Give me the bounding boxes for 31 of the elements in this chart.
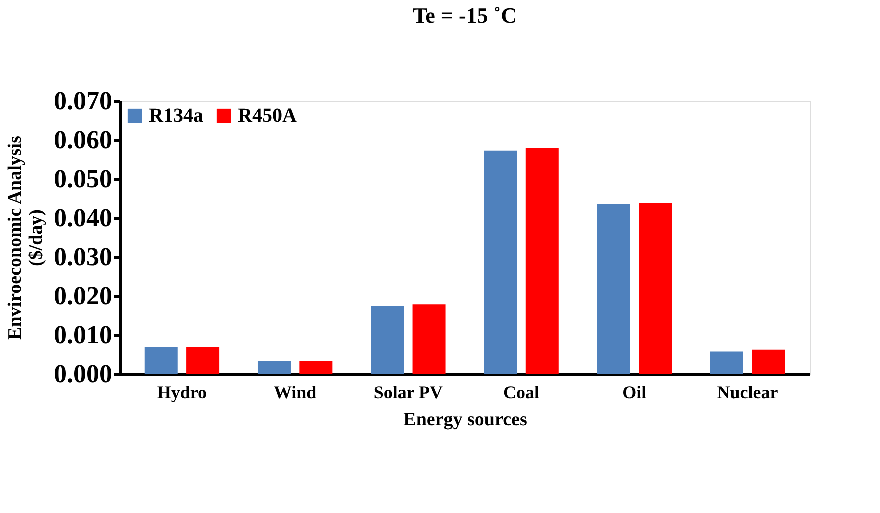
- bar: [412, 304, 446, 374]
- bar: [639, 203, 672, 374]
- bar: [484, 150, 518, 374]
- y-tick-label: 0.000: [54, 360, 112, 388]
- y-tick-label: 0.020: [54, 282, 112, 310]
- x-tick-label: Nuclear: [717, 382, 778, 402]
- x-tick-label: Wind: [274, 382, 317, 402]
- bar: [371, 306, 404, 374]
- y-tick-label: 0.050: [54, 164, 112, 194]
- x-tick-label: Coal: [504, 382, 540, 402]
- y-tick-label: 0.060: [54, 126, 112, 154]
- x-tick-label: Solar PV: [374, 382, 444, 402]
- bar: [186, 347, 220, 374]
- bar: [752, 350, 786, 374]
- legend-label: R134a: [149, 105, 204, 127]
- y-tick-label: 0.040: [54, 204, 112, 232]
- x-tick-label: Oil: [622, 382, 647, 402]
- bar: [300, 361, 333, 374]
- x-tick-label: Hydro: [157, 382, 208, 402]
- y-axis-title: Enviroeconomic Analysis ($/day): [5, 136, 47, 340]
- bar: [144, 347, 178, 374]
- bar: [526, 148, 559, 374]
- y-tick-label: 0.070: [54, 86, 112, 116]
- y-tick-label: 0.030: [54, 242, 112, 272]
- bar: [597, 204, 630, 374]
- bar: [710, 352, 744, 374]
- bar: [258, 361, 291, 374]
- legend-label: R450A: [238, 105, 298, 127]
- y-tick-label: 0.010: [54, 320, 112, 350]
- x-axis-title: Energy sources: [404, 410, 528, 430]
- chart-title: Te = -15 ˚C: [413, 3, 517, 28]
